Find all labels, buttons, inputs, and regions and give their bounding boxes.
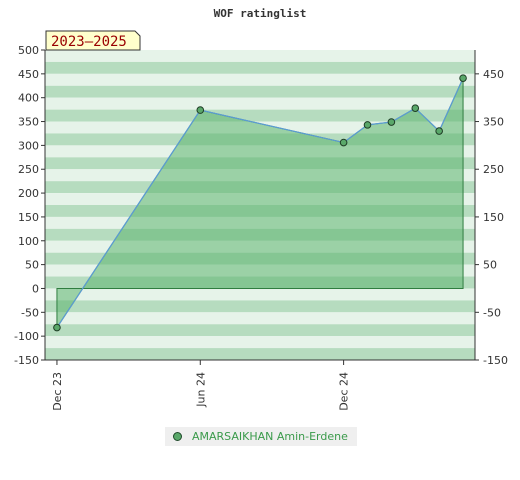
left-tick-label: -150	[14, 354, 39, 367]
left-tick-label: 150	[18, 211, 39, 224]
grid-band	[45, 85, 475, 98]
left-tick-label: 100	[18, 235, 39, 248]
period-badge: 2023–2025	[45, 30, 141, 51]
left-tick-label: 300	[18, 139, 39, 152]
right-tick-label: 350	[483, 116, 504, 129]
chart-title: WOF ratinglist	[214, 7, 307, 20]
right-tick-label: 150	[483, 211, 504, 224]
left-axis-ticks: 500450400350300250200150100500-50-100-15…	[14, 44, 45, 367]
area-layer	[56, 77, 464, 330]
grid-band	[45, 300, 475, 313]
data-point[interactable]	[363, 121, 372, 129]
axes	[44, 50, 476, 361]
grid-band	[45, 50, 475, 62]
left-tick-label: -100	[14, 330, 39, 343]
right-tick-label: -150	[483, 354, 508, 367]
left-tick-label: 250	[18, 163, 39, 176]
data-point[interactable]	[53, 323, 61, 332]
left-tick-label: 50	[25, 259, 39, 272]
right-axis-ticks: 450 350 250 150 50 -50 -150	[475, 68, 508, 367]
grid-band	[45, 109, 475, 122]
series-line	[56, 77, 464, 328]
left-tick-label: 400	[18, 92, 39, 105]
data-point[interactable]	[196, 106, 205, 114]
left-tick-label: 350	[18, 116, 39, 129]
right-tick-label: 50	[483, 259, 497, 272]
data-point[interactable]	[459, 74, 467, 82]
x-tick-label: Dec 24	[338, 372, 351, 411]
data-points	[53, 74, 467, 332]
x-tick-label: Dec 23	[51, 372, 64, 411]
period-badge-shape	[45, 30, 141, 51]
data-point[interactable]	[435, 127, 443, 135]
legend-marker	[173, 432, 182, 441]
x-axis-ticks: Dec 23 Jun 24 Dec 24	[51, 360, 351, 411]
left-tick-label: 450	[18, 68, 39, 81]
right-tick-label: 250	[483, 163, 504, 176]
left-tick-label: 200	[18, 187, 39, 200]
left-tick-label: -50	[21, 306, 39, 319]
grid-band	[45, 348, 475, 360]
left-tick-label: 0	[32, 282, 39, 295]
left-tick-label: 500	[18, 44, 39, 57]
x-tick-label: Jun 24	[194, 372, 207, 408]
grid-band	[45, 61, 475, 74]
grid-band	[45, 73, 475, 86]
data-point[interactable]	[387, 118, 396, 126]
grid-band	[45, 312, 475, 325]
right-tick-label: 450	[483, 68, 504, 81]
grid-band	[45, 97, 475, 110]
legend: AMARSAIKHAN Amin-Erdene	[165, 427, 357, 446]
grid-band	[45, 288, 475, 301]
data-point[interactable]	[339, 138, 348, 147]
right-tick-label: -50	[483, 306, 501, 319]
period-badge-label: 2023–2025	[51, 34, 127, 50]
grid-band	[45, 336, 475, 349]
legend-label: AMARSAIKHAN Amin-Erdene	[192, 430, 348, 443]
data-point[interactable]	[411, 104, 420, 112]
grid-band	[45, 324, 475, 337]
